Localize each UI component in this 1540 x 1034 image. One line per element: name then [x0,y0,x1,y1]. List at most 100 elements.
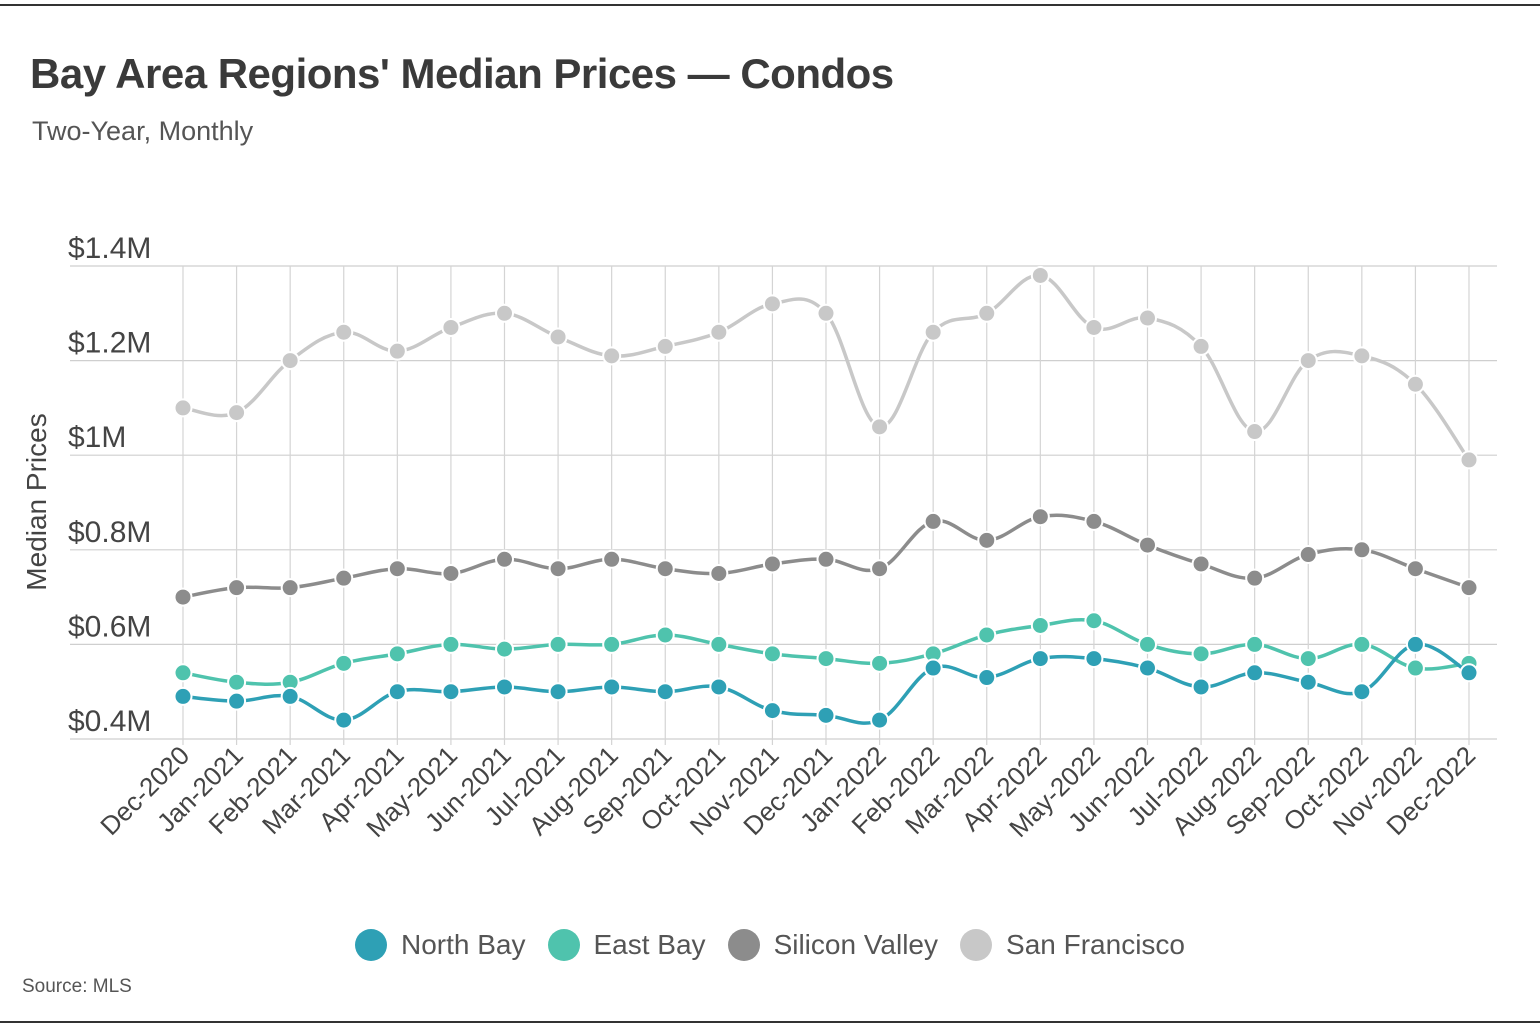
data-point-san-francisco [816,303,836,323]
data-point-san-francisco [1298,351,1318,371]
data-point-east-bay [709,634,729,654]
data-point-north-bay [1459,663,1479,683]
data-point-silicon-valley [334,568,354,588]
data-point-north-bay [1191,677,1211,697]
data-point-silicon-valley [173,587,193,607]
data-point-silicon-valley [495,549,514,569]
data-point-silicon-valley [1459,578,1479,598]
data-point-east-bay [1352,634,1372,654]
legend-label: San Francisco [1006,929,1185,960]
data-point-san-francisco [280,351,300,371]
legend-marker-icon [547,929,580,961]
data-point-silicon-valley [227,578,247,598]
data-point-san-francisco [387,341,407,361]
data-point-san-francisco [1459,450,1479,470]
data-point-silicon-valley [387,559,407,579]
data-point-san-francisco [1138,308,1157,328]
y-tick-label: $0.8M [68,516,151,549]
data-point-silicon-valley [1352,540,1372,560]
data-point-san-francisco [602,346,622,366]
data-point-east-bay [334,653,354,673]
data-point-north-bay [495,677,514,697]
data-point-east-bay [762,644,782,664]
data-point-north-bay [709,677,729,697]
data-point-silicon-valley [816,549,836,569]
data-point-silicon-valley [870,559,890,579]
data-point-san-francisco [762,294,782,314]
legend: North Bay East Bay Silicon Valley San Fr… [0,920,1540,970]
data-point-north-bay [1030,649,1050,669]
data-point-east-bay [1405,658,1425,678]
data-point-silicon-valley [1030,507,1050,527]
data-point-san-francisco [1191,336,1211,356]
data-point-north-bay [1138,658,1157,678]
data-point-san-francisco [1030,265,1050,285]
legend-item-north-bay[interactable]: North Bay [355,929,526,961]
data-point-silicon-valley [441,563,461,583]
data-point-east-bay [1030,615,1050,635]
data-point-east-bay [1245,634,1265,654]
data-point-north-bay [173,686,193,706]
data-point-silicon-valley [548,559,568,579]
data-point-san-francisco [334,322,354,342]
data-point-san-francisco [655,336,675,356]
y-axis-title: Median Prices [21,413,52,590]
data-point-san-francisco [977,303,997,323]
data-point-east-bay [387,644,407,664]
data-point-east-bay [1084,611,1104,631]
data-point-north-bay [280,686,300,706]
data-point-silicon-valley [1298,545,1318,565]
data-point-north-bay [1245,663,1265,683]
data-point-east-bay [816,649,836,669]
y-tick-label: $1.2M [68,327,151,360]
data-point-east-bay [977,625,997,645]
data-point-east-bay [227,672,247,692]
data-point-silicon-valley [709,563,729,583]
top-rule [0,4,1540,6]
data-point-silicon-valley [977,530,997,550]
legend-item-san-francisco[interactable]: San Francisco [960,929,1185,961]
data-point-north-bay [977,668,997,688]
data-point-north-bay [602,677,622,697]
chart-subtitle: Two-Year, Monthly [32,116,254,146]
y-tick-label: $1.4M [68,232,151,265]
y-tick-label: $1M [68,421,126,454]
data-point-silicon-valley [655,559,675,579]
source-note: Source: MLS [22,976,132,997]
data-point-east-bay [495,639,514,659]
data-point-east-bay [1138,634,1157,654]
data-point-north-bay [1084,649,1104,669]
legend-label: North Bay [401,929,526,960]
data-point-north-bay [870,710,890,730]
data-point-san-francisco [1084,317,1104,337]
data-point-san-francisco [441,317,461,337]
data-point-san-francisco [870,417,890,437]
data-point-san-francisco [1405,374,1425,394]
data-point-north-bay [548,682,568,702]
data-point-san-francisco [173,398,193,418]
legend-label: Silicon Valley [773,929,939,960]
data-point-silicon-valley [1084,511,1104,531]
data-point-east-bay [870,653,890,673]
data-point-east-bay [441,634,461,654]
data-point-silicon-valley [923,511,943,531]
data-point-north-bay [923,658,943,678]
data-point-silicon-valley [280,578,300,598]
data-point-silicon-valley [1405,559,1425,579]
legend-item-east-bay[interactable]: East Bay [547,929,706,961]
data-point-north-bay [441,682,461,702]
data-point-north-bay [1405,634,1425,654]
data-point-san-francisco [709,322,729,342]
data-point-east-bay [602,634,622,654]
data-point-san-francisco [227,403,247,423]
y-tick-label: $0.4M [68,705,151,738]
legend-marker-icon [960,929,993,961]
data-point-silicon-valley [602,549,622,569]
data-point-east-bay [1298,649,1318,669]
data-point-silicon-valley [1191,554,1211,574]
chart-title: Bay Area Regions' Median Prices — Condos [30,50,894,97]
data-point-san-francisco [923,322,943,342]
legend-item-silicon-valley[interactable]: Silicon Valley [727,929,939,961]
bottom-rule [0,1021,1540,1023]
